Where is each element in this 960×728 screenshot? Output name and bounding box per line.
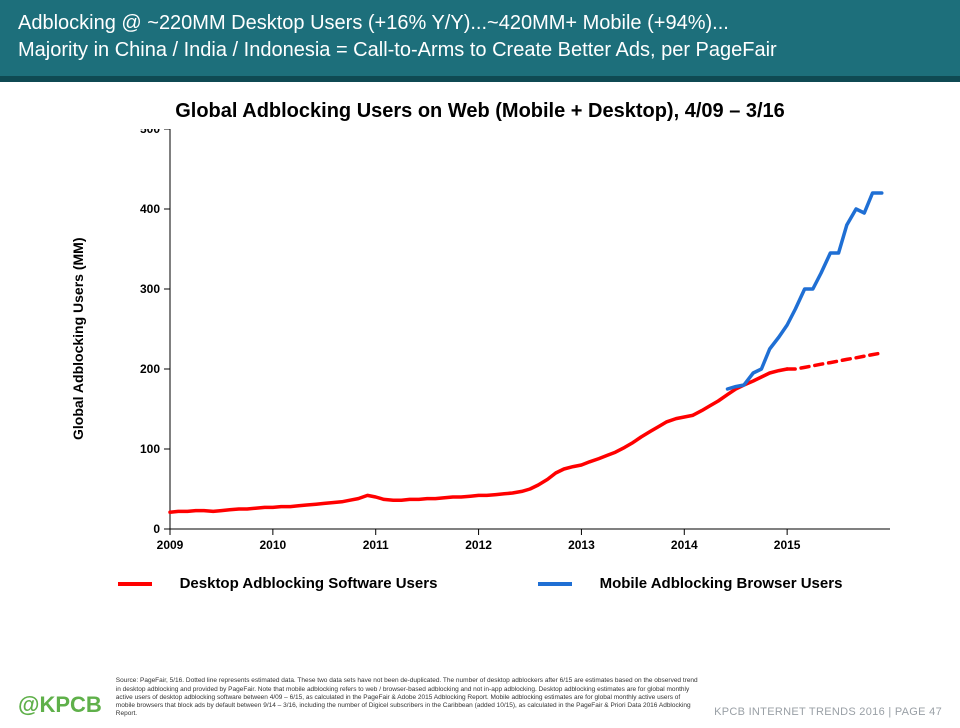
svg-text:2015: 2015	[774, 538, 801, 552]
legend-desktop: Desktop Adblocking Software Users	[94, 575, 462, 592]
svg-text:0: 0	[153, 522, 160, 536]
svg-text:2010: 2010	[260, 538, 287, 552]
header-line1: Adblocking @ ~220MM Desktop Users (+16% …	[18, 10, 942, 37]
footer: @KPCB Source: PageFair, 5/16. Dotted lin…	[0, 669, 960, 728]
legend-mobile: Mobile Adblocking Browser Users	[514, 575, 867, 592]
legend: Desktop Adblocking Software Users Mobile…	[0, 575, 960, 592]
line-chart: 0 100 200 300 400 500 2009 2010 2011 2012 2013 2014…	[30, 129, 930, 569]
page-number: KPCB INTERNET TRENDS 2016 | PAGE 47	[714, 706, 942, 718]
legend-swatch-desktop	[118, 582, 152, 586]
svg-text:2009: 2009	[157, 538, 184, 552]
slide-header: Adblocking @ ~220MM Desktop Users (+16% …	[0, 0, 960, 82]
svg-text:2014: 2014	[671, 538, 698, 552]
chart-area: Global Adblocking Users on Web (Mobile +…	[0, 100, 960, 592]
source-note: Source: PageFair, 5/16. Dotted line repr…	[116, 677, 700, 718]
legend-swatch-mobile	[538, 582, 572, 586]
svg-text:2012: 2012	[465, 538, 492, 552]
header-line2: Majority in China / India / Indonesia = …	[18, 37, 942, 64]
svg-text:200: 200	[140, 362, 160, 376]
svg-text:2013: 2013	[568, 538, 595, 552]
chart-title: Global Adblocking Users on Web (Mobile +…	[0, 100, 960, 123]
svg-text:300: 300	[140, 282, 160, 296]
svg-text:2011: 2011	[363, 538, 389, 552]
kpcb-handle: @KPCB	[18, 692, 102, 718]
svg-text:400: 400	[140, 202, 160, 216]
svg-text:500: 500	[140, 129, 160, 136]
y-axis-title: Global Adblocking Users (MM)	[70, 238, 86, 441]
svg-text:100: 100	[140, 442, 160, 456]
